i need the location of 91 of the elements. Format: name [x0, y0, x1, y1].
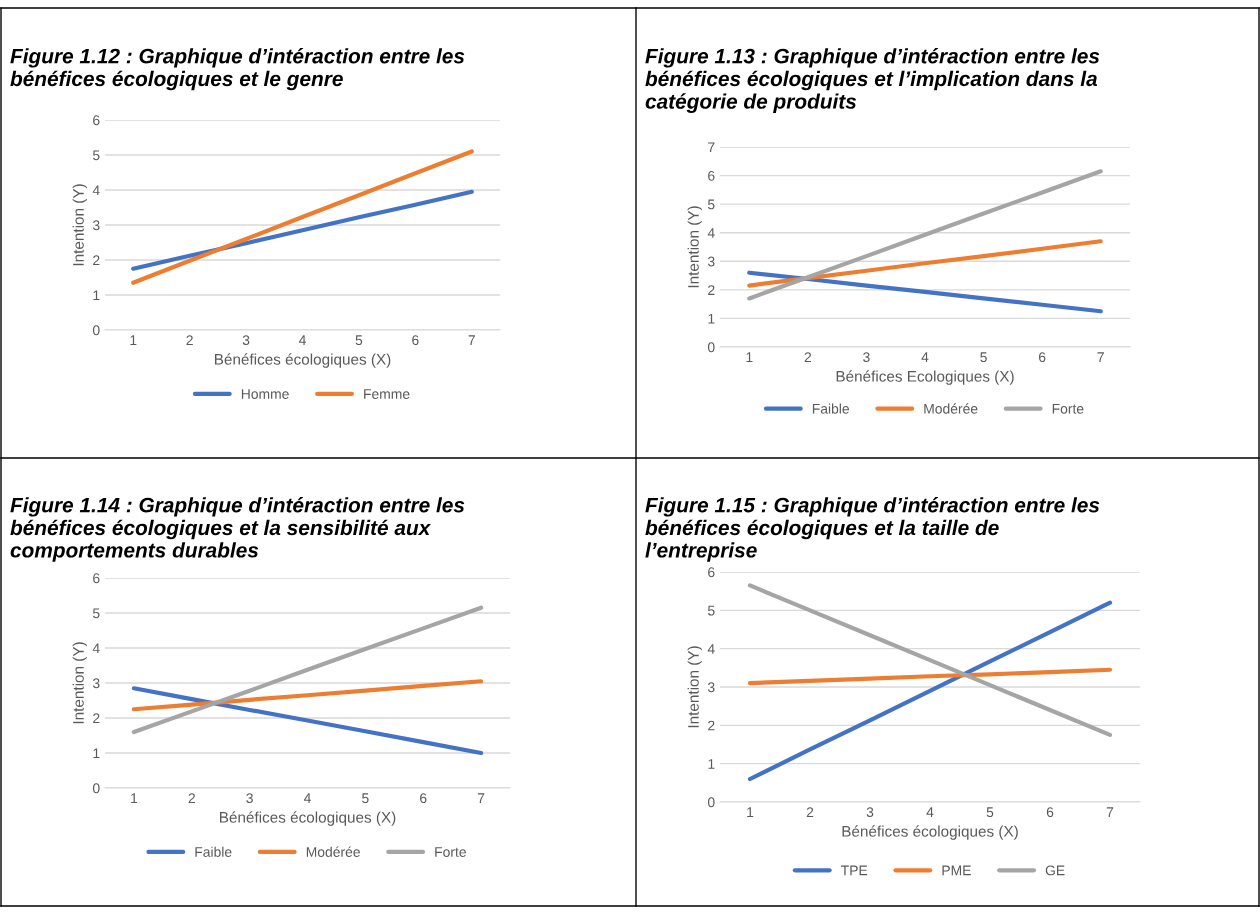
y-tick-label: 2	[93, 713, 100, 724]
x-tick-label: 4	[298, 335, 306, 345]
y-axis-title: Intention (Y)	[687, 206, 702, 288]
legend-label: Faible	[195, 846, 232, 857]
y-tick-label: 6	[708, 567, 715, 578]
legend-label: Homme	[241, 389, 289, 399]
x-tick-label: 1	[747, 807, 754, 817]
legend-label: Forte	[1052, 404, 1084, 414]
y-tick-label: 5	[707, 605, 715, 616]
y-axis-title: Intention (Y)	[72, 184, 87, 266]
y-tick-label: 3	[707, 682, 715, 693]
y-tick-label: 6	[93, 115, 100, 126]
legend-label: Femme	[364, 389, 410, 399]
y-tick-label: 1	[93, 290, 100, 301]
line-series	[747, 169, 1103, 301]
x-tick-label: 6	[412, 335, 419, 346]
x-tick-label: 1	[746, 352, 753, 362]
line-series	[747, 583, 1113, 738]
y-tick-label: 3	[707, 256, 715, 267]
x-tick-label: 2	[186, 335, 193, 345]
x-axis-title: Bénéfices écologiques (X)	[842, 825, 1018, 840]
y-tick-label: 5	[92, 608, 100, 619]
x-tick-label: 5	[980, 352, 987, 363]
y-tick-label: 1	[708, 313, 715, 324]
line-series	[747, 270, 1103, 314]
y-tick-label: 6	[708, 170, 715, 181]
x-tick-label: 1	[131, 793, 138, 803]
line-series	[747, 667, 1113, 686]
x-axis-title: Bénéfices Ecologiques (X)	[836, 370, 1014, 385]
y-tick-label: 0	[707, 342, 715, 353]
y-axis-title: Intention (Y)	[72, 642, 87, 724]
line-series	[131, 189, 474, 271]
x-tick-label: 7	[1097, 352, 1104, 362]
x-tick-label: 5	[362, 793, 369, 804]
x-tick-label: 5	[986, 807, 994, 818]
x-tick-label: 1	[130, 335, 137, 345]
line-series	[131, 605, 484, 735]
legend-label: TPE	[841, 865, 868, 876]
x-tick-label: 5	[355, 335, 363, 346]
legend-label: Modérée	[924, 403, 978, 414]
x-tick-label: 3	[866, 807, 874, 818]
legend-label: Forte	[435, 847, 466, 857]
x-tick-label: 4	[303, 793, 311, 803]
x-tick-label: 7	[1106, 807, 1114, 817]
y-tick-label: 0	[92, 783, 100, 794]
chart-title: Figure 1.15 : Graphique d’intéraction entre les bénéfices écologiques et la taille de l’entreprise	[645, 497, 1100, 562]
x-tick-label: 2	[188, 793, 195, 803]
x-tick-label: 3	[242, 335, 250, 346]
x-tick-label: 6	[420, 793, 427, 804]
y-tick-label: 0	[92, 325, 100, 336]
y-tick-label: 6	[93, 573, 100, 584]
y-tick-label: 5	[707, 199, 715, 210]
legend-label: Faible	[812, 403, 849, 414]
line-series	[131, 686, 484, 756]
y-tick-label: 1	[708, 759, 715, 769]
y-tick-label: 1	[93, 748, 100, 759]
y-tick-label: 4	[92, 643, 100, 654]
chart-title: Figure 1.14 : Graphique d’intéraction entre les bénéfices écologiques et la sensibilité aux comportements durables	[10, 497, 465, 562]
y-tick-label: 2	[708, 285, 715, 295]
x-tick-label: 4	[921, 352, 929, 362]
x-axis-title: Bénéfices écologiques (X)	[220, 811, 396, 826]
y-tick-label: 7	[708, 142, 715, 153]
y-tick-label: 2	[93, 255, 100, 266]
x-tick-label: 7	[477, 793, 485, 803]
x-axis-title: Bénéfices écologiques (X)	[215, 353, 391, 368]
x-tick-label: 3	[863, 352, 870, 363]
chart-title: Figure 1.13 : Graphique d’intéraction entre les bénéfices écologiques et l’implication dans la catégorie de produits	[645, 48, 1100, 113]
x-tick-label: 3	[246, 793, 253, 804]
x-tick-label: 2	[804, 352, 812, 362]
x-tick-label: 6	[1046, 807, 1054, 818]
line-series	[131, 149, 474, 285]
x-tick-label: 6	[1038, 352, 1046, 363]
chart-title: Figure 1.12 : Graphique d’intéraction entre les bénéfices écologiques et le genre	[10, 48, 465, 91]
y-tick-label: 5	[92, 150, 100, 161]
line-series	[131, 679, 484, 712]
y-tick-label: 4	[707, 644, 715, 654]
x-tick-label: 2	[806, 807, 814, 817]
y-axis-title: Intention (Y)	[687, 646, 702, 728]
line-series	[747, 600, 1113, 782]
legend-label: GE	[1045, 865, 1065, 876]
x-tick-label: 7	[468, 335, 475, 345]
y-tick-label: 3	[92, 220, 100, 231]
x-tick-label: 4	[926, 807, 934, 817]
y-tick-label: 0	[707, 797, 715, 808]
y-tick-label: 2	[708, 720, 715, 731]
line-series	[747, 239, 1103, 288]
y-tick-label: 4	[92, 185, 100, 196]
y-tick-label: 4	[707, 228, 715, 238]
y-tick-label: 3	[92, 678, 100, 689]
legend-label: PME	[942, 865, 971, 876]
legend-label: Modérée	[306, 846, 360, 857]
